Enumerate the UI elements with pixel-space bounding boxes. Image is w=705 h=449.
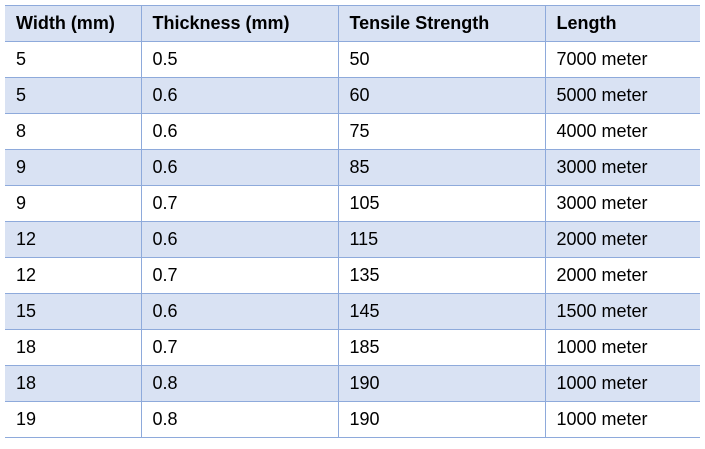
cell-width: 8	[5, 113, 142, 150]
cell-width: 5	[5, 77, 142, 114]
cell-tensile-strength: 50	[337, 41, 546, 78]
cell-thickness: 0.8	[140, 401, 339, 438]
header-width: Width (mm)	[5, 5, 142, 42]
table-row: 12 0.6 115 2000 meter	[5, 221, 700, 258]
table-body: 5 0.5 50 7000 meter 5 0.6 60 5000 meter …	[5, 41, 700, 438]
cell-thickness: 0.6	[140, 221, 339, 258]
cell-length: 3000 meter	[544, 185, 700, 222]
table-header: Width (mm) Thickness (mm) Tensile Streng…	[5, 5, 700, 42]
header-tensile-strength: Tensile Strength	[337, 5, 546, 42]
header-length: Length	[544, 5, 700, 42]
cell-tensile-strength: 185	[337, 329, 546, 366]
cell-width: 5	[5, 41, 142, 78]
cell-length: 4000 meter	[544, 113, 700, 150]
cell-length: 1000 meter	[544, 329, 700, 366]
table-row: 18 0.7 185 1000 meter	[5, 329, 700, 366]
table-row: 9 0.6 85 3000 meter	[5, 149, 700, 186]
cell-width: 12	[5, 221, 142, 258]
table-row: 12 0.7 135 2000 meter	[5, 257, 700, 294]
cell-length: 7000 meter	[544, 41, 700, 78]
cell-width: 9	[5, 185, 142, 222]
specification-table: Width (mm) Thickness (mm) Tensile Streng…	[5, 5, 700, 438]
cell-tensile-strength: 145	[337, 293, 546, 330]
cell-width: 15	[5, 293, 142, 330]
header-thickness: Thickness (mm)	[140, 5, 339, 42]
cell-length: 1000 meter	[544, 401, 700, 438]
cell-length: 3000 meter	[544, 149, 700, 186]
cell-length: 1500 meter	[544, 293, 700, 330]
cell-tensile-strength: 135	[337, 257, 546, 294]
cell-thickness: 0.6	[140, 293, 339, 330]
cell-length: 2000 meter	[544, 221, 700, 258]
table-row: 18 0.8 190 1000 meter	[5, 365, 700, 402]
cell-width: 19	[5, 401, 142, 438]
cell-width: 9	[5, 149, 142, 186]
cell-length: 5000 meter	[544, 77, 700, 114]
cell-width: 12	[5, 257, 142, 294]
cell-thickness: 0.6	[140, 77, 339, 114]
header-row: Width (mm) Thickness (mm) Tensile Streng…	[5, 5, 700, 42]
cell-length: 1000 meter	[544, 365, 700, 402]
cell-thickness: 0.7	[140, 185, 339, 222]
table-row: 8 0.6 75 4000 meter	[5, 113, 700, 150]
cell-thickness: 0.5	[140, 41, 339, 78]
cell-tensile-strength: 190	[337, 365, 546, 402]
cell-tensile-strength: 115	[337, 221, 546, 258]
cell-tensile-strength: 60	[337, 77, 546, 114]
cell-width: 18	[5, 329, 142, 366]
cell-thickness: 0.6	[140, 113, 339, 150]
table-row: 9 0.7 105 3000 meter	[5, 185, 700, 222]
cell-tensile-strength: 75	[337, 113, 546, 150]
cell-length: 2000 meter	[544, 257, 700, 294]
table-row: 5 0.5 50 7000 meter	[5, 41, 700, 78]
cell-tensile-strength: 105	[337, 185, 546, 222]
table-row: 15 0.6 145 1500 meter	[5, 293, 700, 330]
cell-width: 18	[5, 365, 142, 402]
cell-thickness: 0.7	[140, 329, 339, 366]
cell-tensile-strength: 190	[337, 401, 546, 438]
cell-thickness: 0.8	[140, 365, 339, 402]
cell-thickness: 0.7	[140, 257, 339, 294]
cell-thickness: 0.6	[140, 149, 339, 186]
table-row: 19 0.8 190 1000 meter	[5, 401, 700, 438]
table-row: 5 0.6 60 5000 meter	[5, 77, 700, 114]
cell-tensile-strength: 85	[337, 149, 546, 186]
